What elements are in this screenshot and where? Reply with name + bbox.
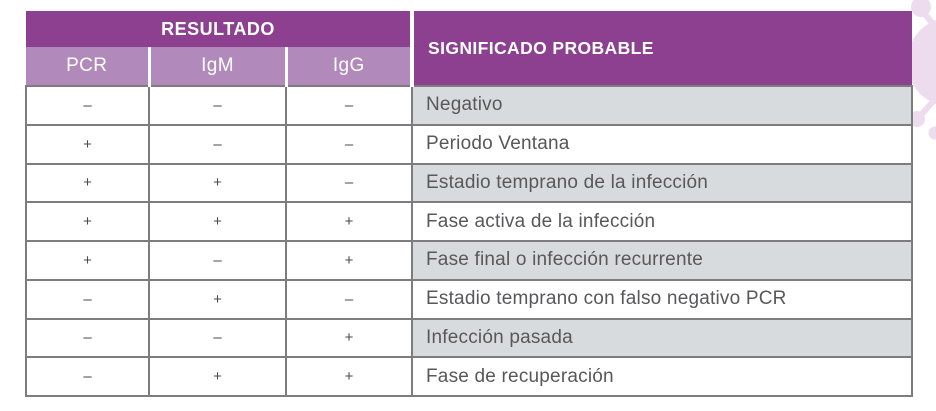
table-row: – + – Estadio temprano con falso negativ… bbox=[25, 278, 913, 320]
pcr-result: – bbox=[25, 356, 150, 397]
igm-result: + bbox=[148, 201, 287, 242]
igm-result: + bbox=[148, 278, 287, 320]
header-row-group: RESULTADO SIGNIFICADO PROBABLE bbox=[26, 11, 912, 86]
column-header-igg: IgG bbox=[284, 47, 412, 86]
igm-result: – bbox=[148, 123, 287, 165]
igg-result: – bbox=[285, 162, 413, 204]
igg-result: + bbox=[285, 356, 413, 397]
igg-result: – bbox=[285, 123, 413, 165]
significado-cell: Estadio temprano con falso negativo PCR bbox=[411, 278, 913, 320]
table-row: – – – Negativo bbox=[25, 85, 913, 126]
table-row: + – + Fase final o infección recurrente bbox=[25, 240, 913, 281]
table-row: – + + Fase de recuperación bbox=[25, 356, 913, 397]
igm-result: – bbox=[148, 240, 287, 281]
pcr-result: – bbox=[25, 85, 150, 126]
table-row: + – – Periodo Ventana bbox=[25, 123, 913, 165]
igm-result: + bbox=[148, 162, 287, 204]
igg-result: + bbox=[285, 317, 413, 359]
column-header-pcr: PCR bbox=[26, 47, 149, 86]
igm-result: + bbox=[148, 356, 287, 397]
table-body: – – – Negativo + – – Periodo Ventana + +… bbox=[25, 85, 913, 397]
igm-result: – bbox=[148, 317, 287, 359]
pcr-result: + bbox=[25, 123, 150, 165]
pcr-result: + bbox=[25, 162, 150, 204]
virus-icon bbox=[907, 0, 936, 140]
significado-cell: Periodo Ventana bbox=[411, 123, 913, 165]
table-row: + + + Fase activa de la infección bbox=[25, 201, 913, 242]
pcr-result: – bbox=[25, 317, 150, 359]
igm-result: – bbox=[148, 85, 287, 126]
significado-cell: Negativo bbox=[411, 85, 913, 126]
significado-cell: Fase activa de la infección bbox=[411, 201, 913, 242]
significado-cell: Fase final o infección recurrente bbox=[411, 240, 913, 281]
header-row-columns: PCR IgM IgG bbox=[26, 47, 912, 86]
table-header: RESULTADO SIGNIFICADO PROBABLE PCR IgM I… bbox=[26, 11, 912, 86]
table-row: + + – Estadio temprano de la infección bbox=[25, 162, 913, 204]
significado-header: SIGNIFICADO PROBABLE bbox=[410, 11, 912, 86]
pcr-result: + bbox=[25, 240, 150, 281]
resultado-group-header: RESULTADO bbox=[26, 11, 414, 47]
significado-cell: Fase de recuperación bbox=[411, 356, 913, 397]
table-row: – – + Infección pasada bbox=[25, 317, 913, 359]
igg-result: – bbox=[285, 85, 413, 126]
pcr-result: – bbox=[25, 278, 150, 320]
igg-result: + bbox=[285, 201, 413, 242]
significado-cell: Estadio temprano de la infección bbox=[411, 162, 913, 204]
pcr-result: + bbox=[25, 201, 150, 242]
significado-cell: Infección pasada bbox=[411, 317, 913, 359]
igg-result: – bbox=[285, 278, 413, 320]
column-header-igm: IgM bbox=[147, 47, 286, 86]
igg-result: + bbox=[285, 240, 413, 281]
serology-interpretation-table: RESULTADO SIGNIFICADO PROBABLE PCR IgM I… bbox=[25, 11, 913, 397]
